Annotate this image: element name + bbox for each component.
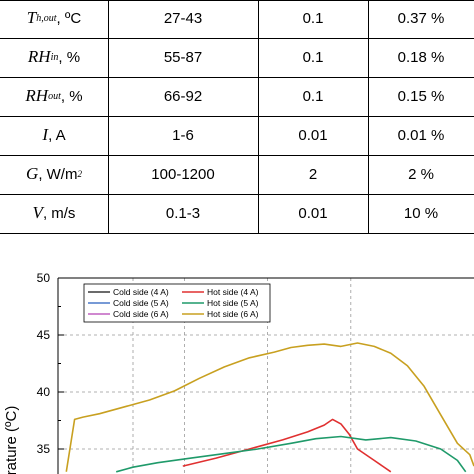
range-cell: 100-1200	[151, 165, 215, 183]
resolution-cell: 0.01	[298, 126, 328, 144]
chart-legend: Cold side (4 A) Hot side (4 A) Cold side (…	[83, 283, 271, 323]
table-rule	[0, 0, 474, 1]
parameter-unit: , m/s	[42, 204, 76, 222]
parameter-symbol: I	[42, 125, 49, 144]
table-rule	[0, 116, 474, 117]
resolution-cell: 0.1	[302, 48, 324, 66]
table-column-divider	[108, 0, 109, 234]
range-cell: 0.1-3	[165, 204, 201, 222]
table-rule	[0, 233, 474, 234]
parameter-symbol: G	[26, 164, 39, 183]
resolution-cell: 0.1	[302, 9, 324, 27]
parameter-unit: , W/m	[38, 165, 78, 183]
parameter-cell: RH out , %	[0, 78, 108, 114]
parameter-unit: , %	[60, 87, 83, 105]
legend-box	[83, 283, 271, 323]
parameter-unit: , ºC	[56, 9, 82, 27]
y-axis-label: perature (ºC)	[3, 406, 20, 474]
parameter-unit: , %	[58, 48, 81, 66]
table-rule	[0, 38, 474, 39]
table-row: RH out , % 66-92 0.1 0.15 %	[0, 78, 474, 114]
legend-label: Hot side (6 A)	[207, 309, 259, 319]
table-column-divider	[258, 0, 259, 234]
table-row: I , A 1-6 0.01 0.01 %	[0, 117, 474, 153]
parameter-cell: I , A	[0, 117, 108, 153]
table-rule	[0, 194, 474, 195]
parameter-symbol: RH	[25, 86, 49, 105]
series-line	[65, 342, 474, 472]
accuracy-cell: 0.15 %	[397, 87, 445, 105]
parameter-symbol: T	[26, 8, 37, 27]
y-tick-label: 45	[37, 328, 51, 342]
table-rule	[0, 77, 474, 78]
table-row: G , W/m 2 100-1200 2 2 %	[0, 156, 474, 192]
range-cell: 66-92	[163, 87, 203, 105]
legend-label: Hot side (4 A)	[207, 287, 259, 297]
parameter-symbol: RH	[27, 47, 51, 66]
accuracy-cell: 0.01 %	[397, 126, 445, 144]
table-column-divider	[368, 0, 369, 234]
range-cell: 27-43	[163, 9, 203, 27]
table-row: V , m/s 0.1-3 0.01 10 %	[0, 195, 474, 231]
series-line	[115, 435, 467, 473]
parameter-cell: V , m/s	[0, 195, 108, 231]
accuracy-cell: 0.37 %	[397, 9, 445, 27]
chart-axes	[57, 277, 474, 474]
range-cell: 55-87	[163, 48, 203, 66]
table-row: RH in , % 55-87 0.1 0.18 %	[0, 39, 474, 75]
legend-label: Cold side (5 A)	[113, 298, 169, 308]
legend-label: Hot side (5 A)	[207, 298, 259, 308]
series-line	[182, 418, 392, 473]
resolution-cell: 2	[308, 165, 318, 183]
parameter-symbol: V	[32, 203, 43, 222]
parameter-subscript: h,out	[36, 12, 57, 24]
y-tick-label: 40	[37, 385, 51, 399]
y-tick-label: 50	[37, 271, 51, 285]
resolution-cell: 0.01	[298, 204, 328, 222]
table-rule	[0, 155, 474, 156]
parameter-cell: RH in , %	[0, 39, 108, 75]
unit-superscript: 2	[77, 169, 82, 179]
parameter-subscript: in	[50, 51, 59, 63]
parameter-unit: , A	[48, 126, 66, 144]
legend-label: Cold side (6 A)	[113, 309, 169, 319]
resolution-cell: 0.1	[302, 87, 324, 105]
accuracy-cell: 2 %	[408, 165, 434, 183]
range-cell: 1-6	[172, 126, 194, 144]
y-tick-label: 35	[37, 442, 51, 456]
parameter-cell: G , W/m 2	[0, 156, 108, 192]
parameter-subscript: out	[48, 90, 61, 102]
chart-series-layer	[65, 342, 474, 473]
accuracy-cell: 10 %	[403, 204, 439, 222]
y-tick-labels: 35 40 45 50	[37, 271, 51, 456]
temperature-chart: 35 40 45 50 perature (ºC) Cold side (4 A) Ho…	[3, 271, 474, 474]
legend-label: Cold side (4 A)	[113, 287, 169, 297]
accuracy-cell: 0.18 %	[397, 48, 445, 66]
